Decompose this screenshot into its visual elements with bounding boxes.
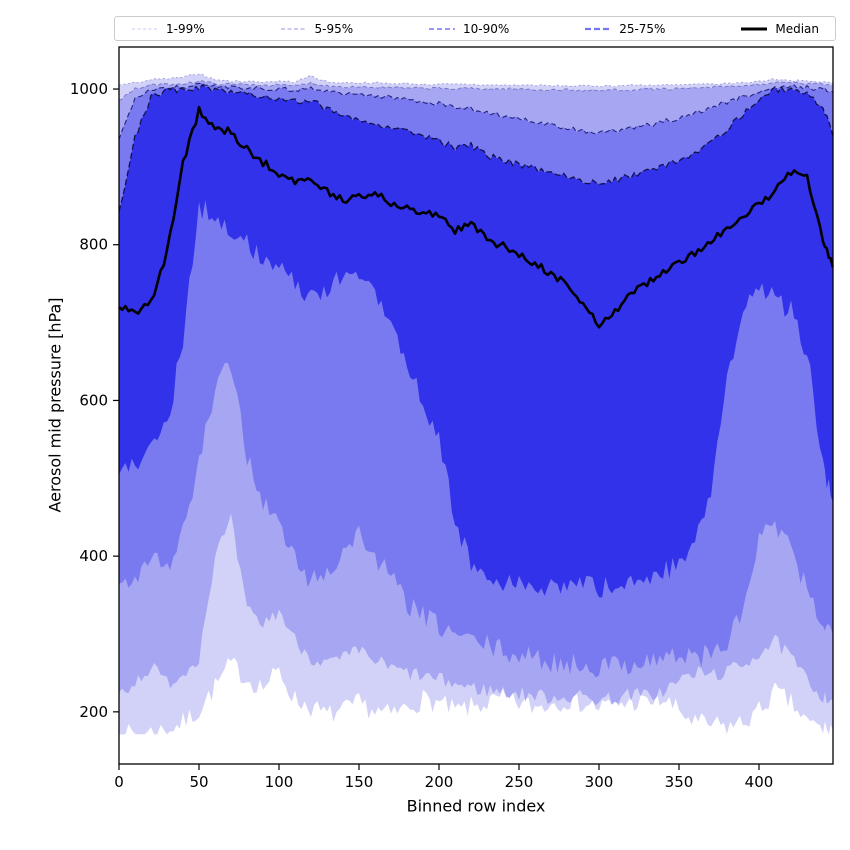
y-tick-label: 1000 <box>70 80 108 98</box>
legend-label: 25-75% <box>619 21 666 36</box>
legend-item-5-95%: 5-95% <box>280 21 354 36</box>
band-upper-edge-5-95% <box>118 80 833 102</box>
band-upper-edge-25-75% <box>118 83 834 212</box>
legend-label: 1-99% <box>166 21 205 36</box>
legend-label: 10-90% <box>463 21 510 36</box>
legend-label: 5-95% <box>314 21 354 36</box>
plot-frame <box>118 46 834 765</box>
x-tick-label: 300 <box>585 773 614 791</box>
median-line <box>118 105 834 329</box>
x-tick-label: 350 <box>665 773 694 791</box>
x-tick-label: 400 <box>745 773 774 791</box>
legend-item-25-75%: 25-75% <box>584 22 665 36</box>
legend-item-1-99%: 1-99% <box>131 22 205 36</box>
legend-line-icon <box>280 27 307 30</box>
y-tick-label: 200 <box>79 703 108 721</box>
legend-item-Median: Median <box>740 22 819 36</box>
x-tick-label: 200 <box>425 773 454 791</box>
legend-line-icon <box>429 27 456 30</box>
legend-item-10-90%: 10-90% <box>428 22 509 36</box>
legend-line-icon <box>585 27 612 30</box>
band-upper-edge-10-90% <box>118 82 833 140</box>
legend-line-icon <box>132 27 158 30</box>
y-tick-label: 400 <box>79 547 108 565</box>
x-tick-label: 250 <box>505 773 534 791</box>
x-tick-label: 150 <box>345 773 374 791</box>
y-tick-label: 800 <box>79 236 108 254</box>
x-axis-label: Binned row index <box>406 796 546 816</box>
y-tick-label: 600 <box>79 391 108 409</box>
band-upper-edge-1-99% <box>118 73 833 88</box>
band-fill-25-75% <box>119 84 833 598</box>
x-tick-label: 0 <box>114 773 124 791</box>
legend-line-icon <box>741 27 768 30</box>
legend-label: Median <box>775 21 819 36</box>
y-axis-label: Aerosol mid pressure [hPa] <box>45 297 65 513</box>
x-tick-label: 100 <box>265 773 294 791</box>
x-tick-label: 50 <box>189 773 208 791</box>
legend: 1-99% 5-95% 10-90% 25-75% Median <box>114 16 836 41</box>
